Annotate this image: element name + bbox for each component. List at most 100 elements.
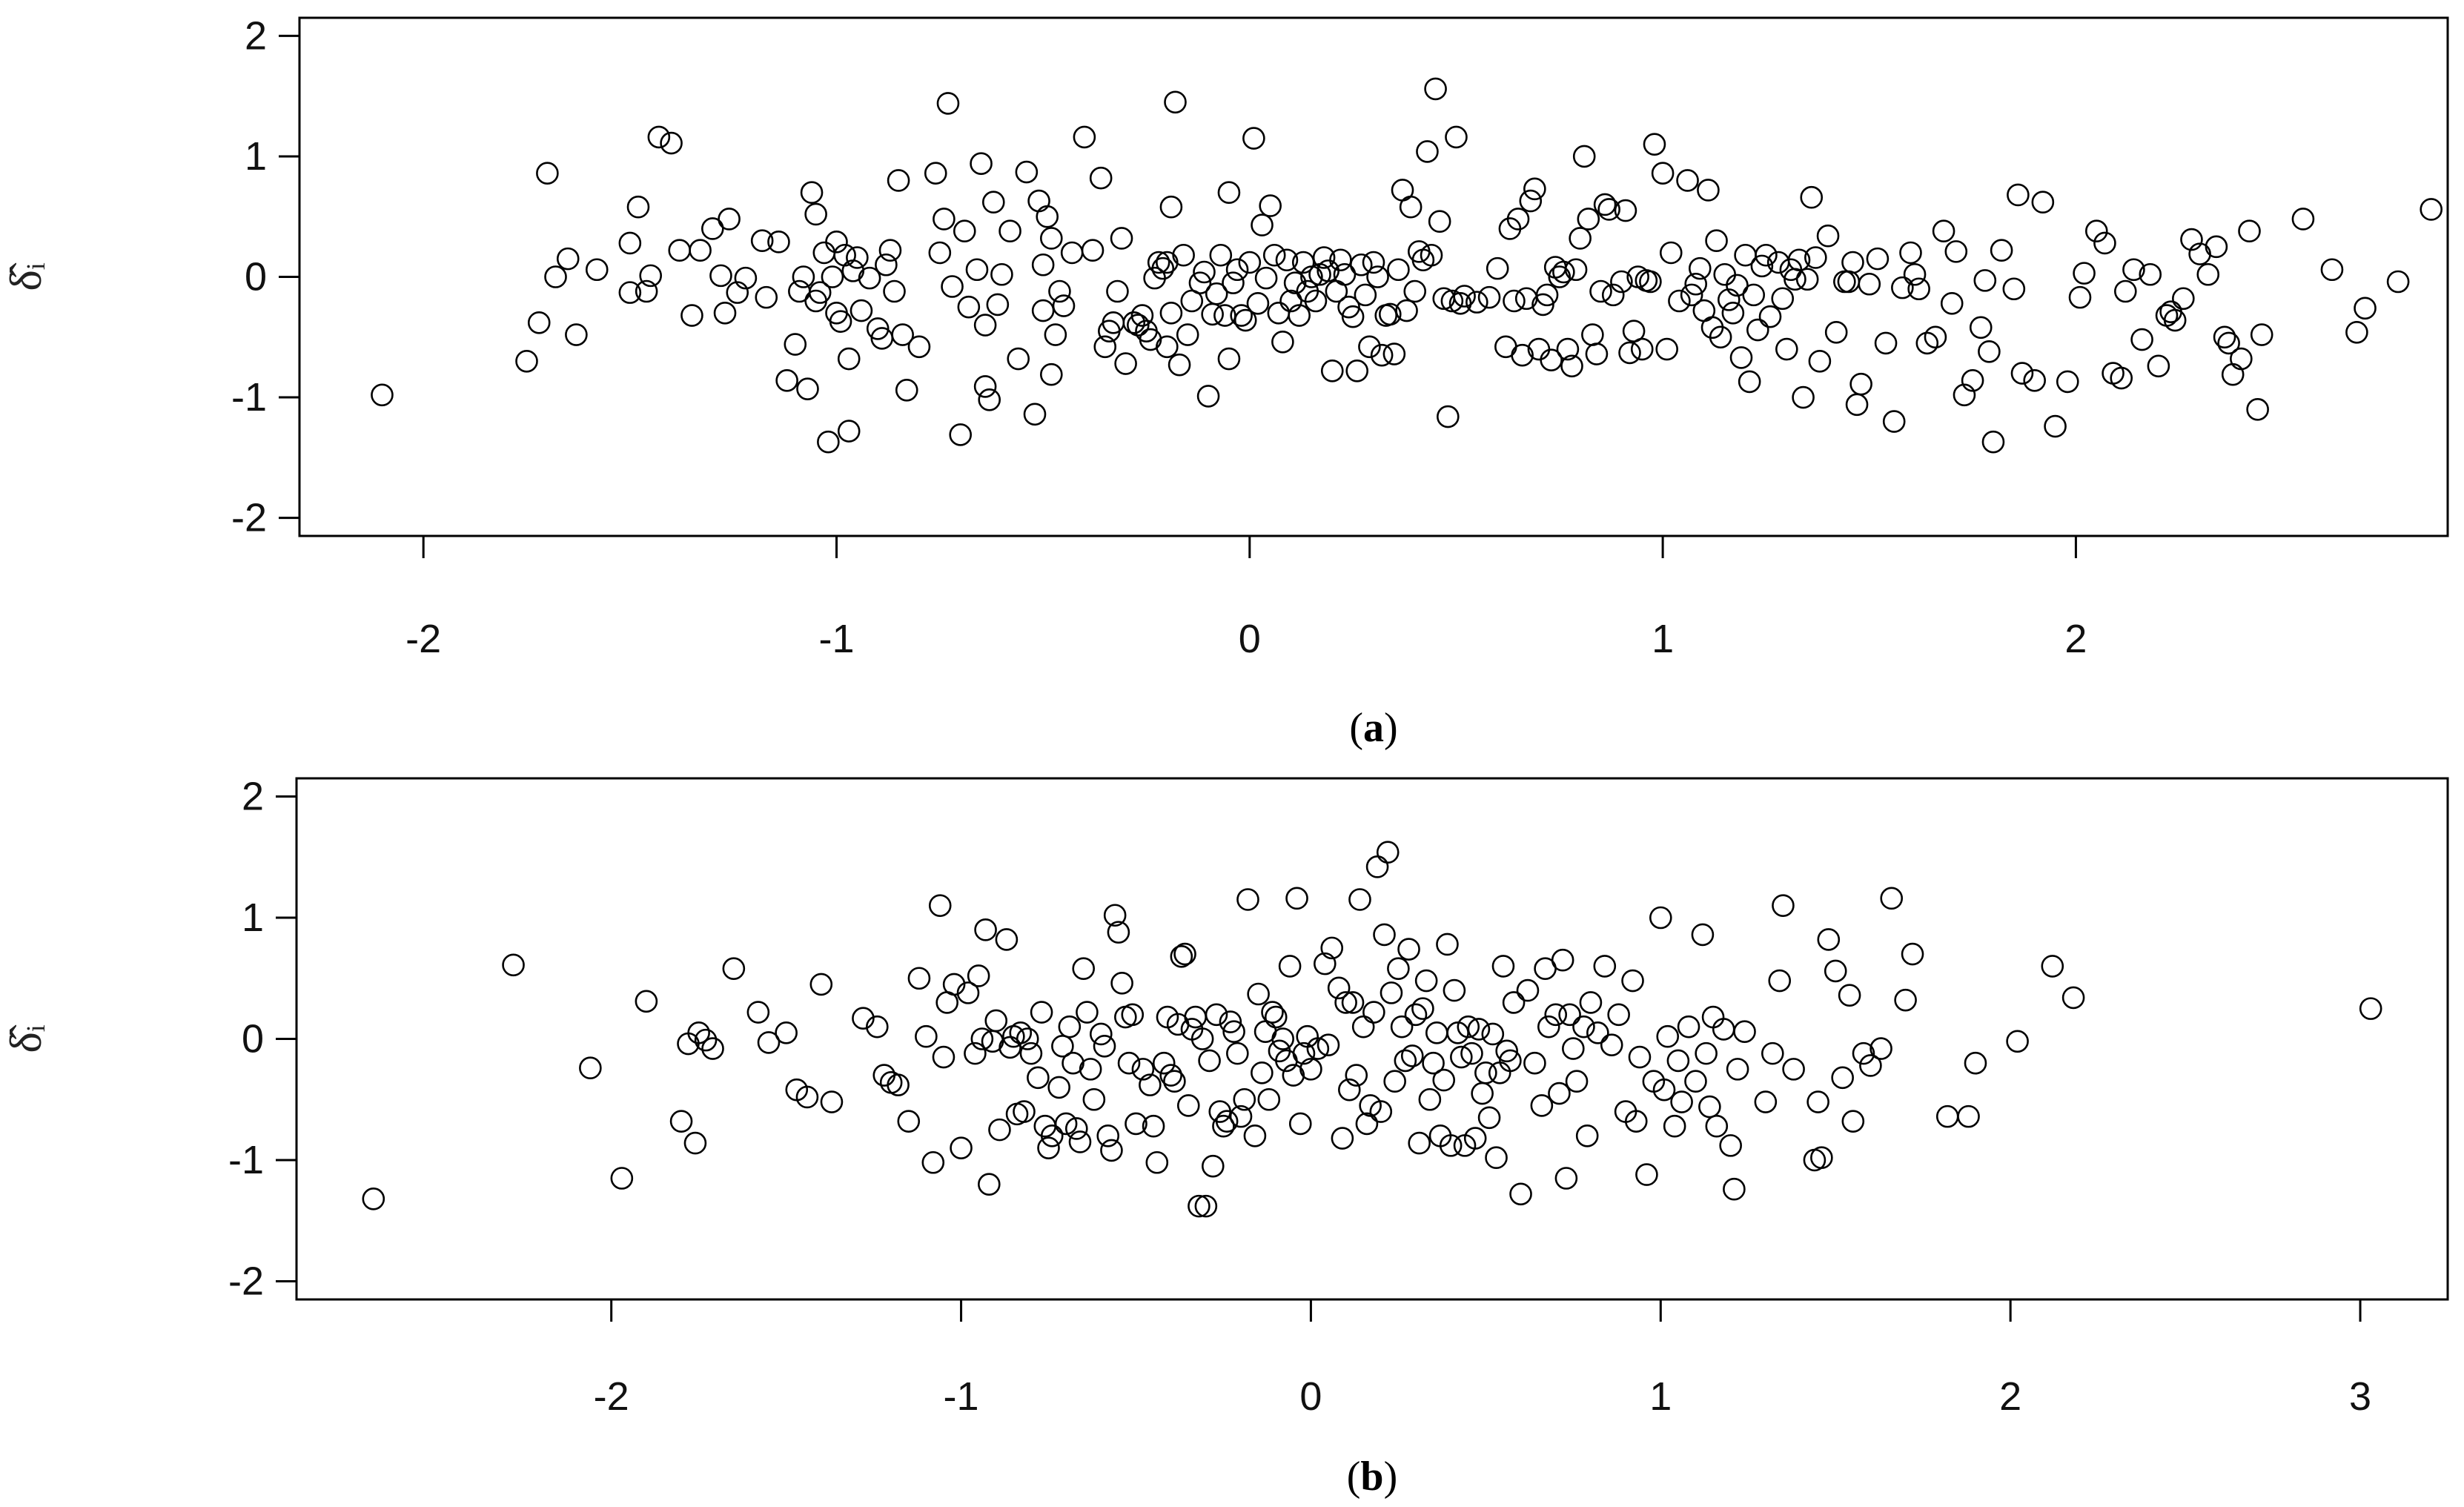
scatter-point	[1380, 981, 1403, 1004]
scatter-point	[1593, 955, 1617, 978]
scatter-point	[1251, 1061, 1274, 1084]
scatter-point	[907, 967, 931, 990]
scatter-point	[1394, 1049, 1417, 1073]
scatter-point	[1471, 1082, 1494, 1105]
scatter-point	[1062, 1051, 1084, 1075]
scatter-point	[1079, 1058, 1102, 1081]
scatter-point	[1117, 1051, 1141, 1075]
scatter-point	[1800, 185, 1824, 209]
scatter-point	[950, 1136, 973, 1159]
scatter-point	[897, 1110, 921, 1133]
scatter-point	[371, 383, 394, 407]
scatter-point	[1060, 241, 1084, 265]
scatter-point	[1219, 1010, 1242, 1033]
scatter-point	[1585, 342, 1609, 365]
scatter-point	[2420, 198, 2443, 221]
scatter-point	[1201, 1154, 1225, 1178]
scatter-point	[1262, 243, 1286, 267]
scatter-point	[2068, 285, 2092, 309]
scatter-point	[694, 1028, 718, 1052]
scatter-point	[809, 973, 833, 996]
scatter-point	[990, 262, 1013, 286]
scatter-point	[1246, 291, 1270, 315]
y-tick-label: 0	[245, 255, 267, 299]
scatter-point	[1804, 246, 1827, 269]
scatter-point	[660, 131, 683, 155]
scatter-point	[701, 217, 724, 240]
scatter-point	[2180, 228, 2203, 251]
scatter-point	[1684, 272, 1707, 296]
scatter-point	[1242, 127, 1265, 150]
scatter-point	[1684, 1070, 1707, 1093]
scatter-point	[942, 973, 966, 996]
scatter-point	[1544, 1003, 1568, 1027]
x-tick-label: 3	[2349, 1374, 2371, 1419]
scatter-point	[1494, 335, 1517, 359]
scatter-point	[895, 379, 918, 402]
scatter-point	[887, 169, 910, 192]
scatter-point	[1387, 258, 1410, 282]
scatter-point	[1404, 1003, 1428, 1027]
scatter-point	[1628, 1045, 1652, 1069]
scatter-point	[974, 918, 997, 941]
scatter-point	[1279, 289, 1302, 313]
scatter-point	[978, 388, 1001, 411]
scatter-point	[878, 239, 902, 262]
scatter-point	[1676, 169, 1699, 192]
scatter-point	[924, 162, 947, 185]
scatter-point	[1176, 1094, 1200, 1117]
scatter-point	[1891, 276, 1914, 299]
scatter-point	[767, 231, 790, 254]
scatter-point	[1589, 279, 1612, 303]
y-axis-label: δ̂ᵢ	[1, 1024, 50, 1053]
scatter-point	[1506, 208, 1530, 231]
scatter-point	[978, 1173, 1001, 1196]
scatter-point	[1072, 957, 1096, 980]
scatter-point	[1193, 260, 1216, 284]
scatter-point	[1838, 984, 1861, 1007]
scatter-point	[1597, 198, 1620, 221]
scatter-point	[1358, 335, 1381, 359]
scatter-point	[1768, 969, 1792, 993]
scatter-point	[936, 92, 960, 115]
scatter-point	[1575, 1124, 1599, 1147]
scatter-point	[1755, 243, 1778, 267]
scatter-point	[1040, 227, 1063, 250]
scatter-point	[1593, 193, 1617, 216]
scatter-point	[635, 279, 658, 303]
scatter-point	[1935, 1104, 1959, 1128]
scatter-point	[1713, 262, 1737, 286]
scatter-point	[1630, 337, 1654, 361]
scatter-point	[1477, 285, 1501, 309]
scatter-point	[2238, 219, 2261, 243]
scatter-point	[1395, 299, 1418, 322]
scatter-point	[1719, 1134, 1742, 1157]
scatter-point	[1048, 279, 1071, 303]
scatter-point	[1387, 957, 1410, 980]
scatter-point	[709, 264, 732, 288]
scatter-point	[1233, 1087, 1256, 1111]
scatter-point	[618, 281, 642, 304]
scatter-point	[1422, 1051, 1445, 1075]
scatter-point	[687, 1021, 710, 1044]
scatter-point	[1537, 1015, 1560, 1039]
scatter-point	[1688, 256, 1712, 280]
scatter-point	[1408, 1131, 1431, 1155]
scatter-point	[1852, 1041, 1875, 1065]
scatter-point	[718, 208, 741, 231]
scatter-points	[362, 841, 2382, 1218]
scatter-point	[556, 247, 580, 271]
scatter-point	[1858, 272, 1881, 296]
x-tick-label: -2	[594, 1374, 629, 1419]
scatter-point	[2114, 279, 2137, 303]
scatter-point	[1882, 410, 1906, 433]
scatter-point	[1733, 1020, 1756, 1043]
scatter-point	[1110, 971, 1133, 995]
scatter-point	[1213, 304, 1236, 327]
scatter-point	[1705, 1114, 1729, 1138]
scatter-point	[1089, 166, 1113, 190]
scatter-point	[2084, 219, 2108, 243]
scatter-point	[1463, 1127, 1487, 1150]
scatter-point	[515, 349, 538, 373]
scatter-point	[1782, 1058, 1805, 1081]
